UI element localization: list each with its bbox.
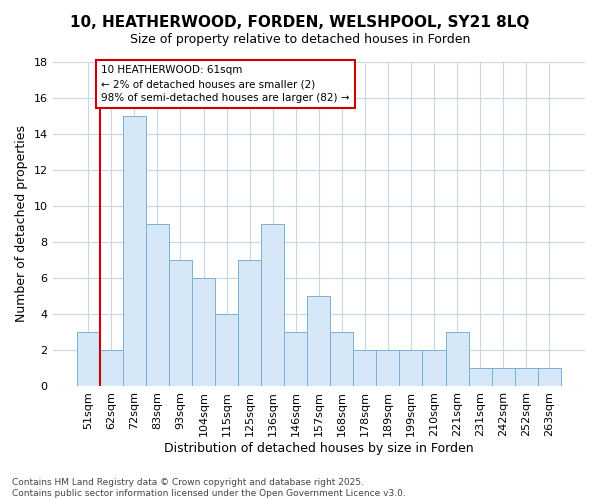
Bar (215, 314, 238, 386)
Text: 10, HEATHERWOOD, FORDEN, WELSHPOOL, SY21 8LQ: 10, HEATHERWOOD, FORDEN, WELSHPOOL, SY21… (70, 15, 530, 30)
Bar (77, 332, 100, 386)
Bar (422, 350, 446, 386)
Bar (123, 116, 146, 386)
Bar (307, 296, 330, 386)
Bar (238, 260, 261, 386)
Bar (284, 332, 307, 386)
Bar (491, 368, 515, 386)
Text: Contains HM Land Registry data © Crown copyright and database right 2025.
Contai: Contains HM Land Registry data © Crown c… (12, 478, 406, 498)
Text: 10 HEATHERWOOD: 61sqm
← 2% of detached houses are smaller (2)
98% of semi-detach: 10 HEATHERWOOD: 61sqm ← 2% of detached h… (101, 65, 349, 103)
Bar (330, 332, 353, 386)
X-axis label: Distribution of detached houses by size in Forden: Distribution of detached houses by size … (164, 442, 473, 455)
Bar (400, 350, 422, 386)
Bar (469, 368, 491, 386)
Y-axis label: Number of detached properties: Number of detached properties (15, 126, 28, 322)
Bar (261, 224, 284, 386)
Text: Size of property relative to detached houses in Forden: Size of property relative to detached ho… (130, 32, 470, 46)
Bar (538, 368, 561, 386)
Bar (192, 278, 215, 386)
Bar (169, 260, 192, 386)
Bar (446, 332, 469, 386)
Bar (100, 350, 123, 386)
Bar (515, 368, 538, 386)
Bar (353, 350, 376, 386)
Bar (146, 224, 169, 386)
Bar (376, 350, 400, 386)
